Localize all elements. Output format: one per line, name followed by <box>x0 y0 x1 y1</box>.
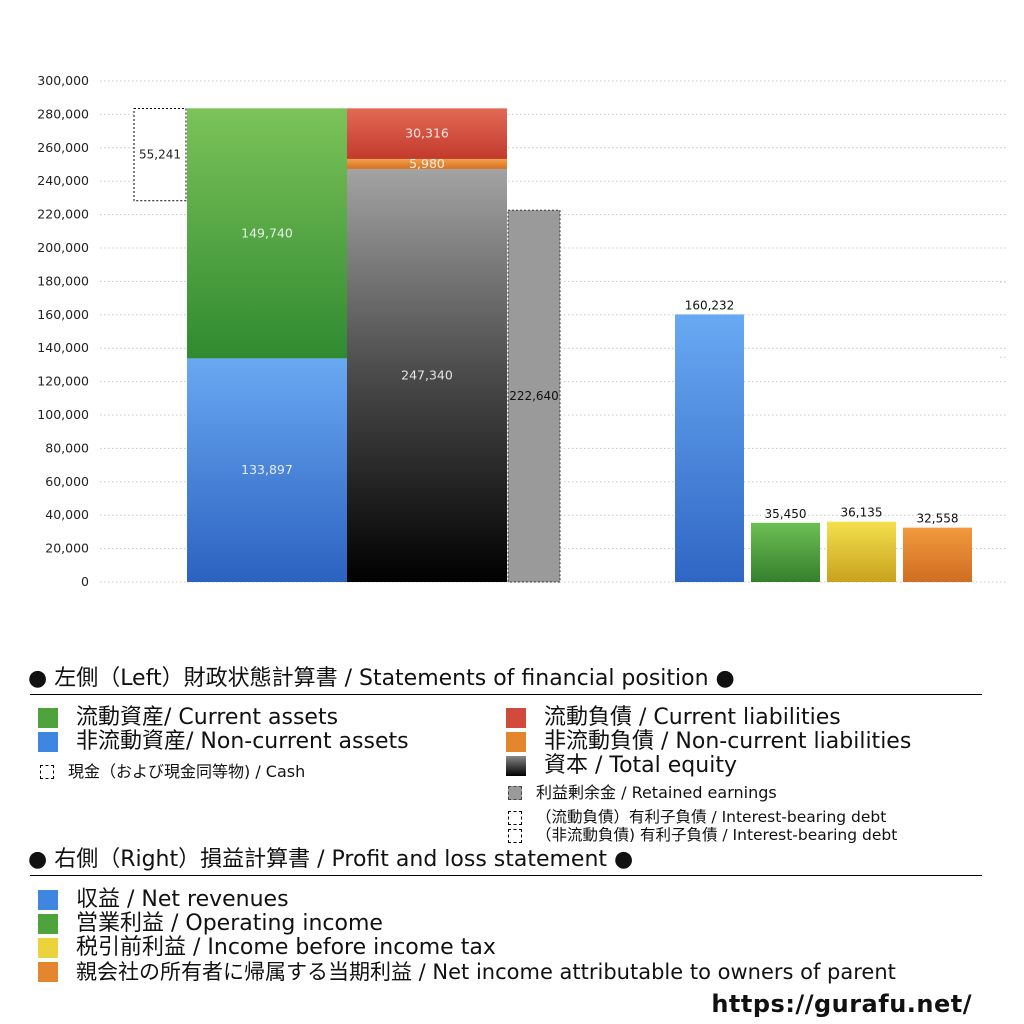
y-tick-label: 300,000 <box>37 73 89 88</box>
legend-label: 親会社の所有者に帰属する当期利益 / Net income attributab… <box>76 960 896 984</box>
label-non-current-assets: 133,897 <box>241 462 293 477</box>
legend-swatch <box>506 756 526 776</box>
y-tick-label: 40,000 <box>45 507 89 522</box>
legend-left-divider <box>30 694 982 695</box>
bar-operating-income <box>751 522 820 582</box>
legend-label: 流動負債 / Current liabilities <box>544 705 841 730</box>
legend-right: ● 右側（Right）損益計算書 / Profit and loss state… <box>28 847 988 873</box>
legend-right-divider <box>30 875 982 876</box>
label-total-equity: 247,340 <box>401 367 453 382</box>
bar-income-before-tax <box>827 521 896 582</box>
bar-non-current-assets <box>187 358 347 582</box>
label-non-current-liabilities: 5,980 <box>409 156 445 171</box>
cash-label: 55,241 <box>139 148 181 162</box>
label-current-liabilities: 30,316 <box>405 126 449 141</box>
y-axis: 0 20,000 40,000 60,000 80,000 100,000 120,000 1… <box>37 73 89 589</box>
legend-item-income-before-tax: 税引前利益 / Income before income tax <box>38 936 496 960</box>
y-tick-label: 140,000 <box>37 340 89 355</box>
legend-swatch <box>508 828 522 843</box>
legend-item-retained-earnings: 利益剰余金 / Retained earnings <box>508 784 777 802</box>
legend-item-ibd-current: （流動負債）有利子負債 / Interest-bearing debt <box>508 809 886 826</box>
legend-label: 営業利益 / Operating income <box>76 911 383 936</box>
y-tick-label: 280,000 <box>37 106 89 121</box>
legend-label: 非流動負債 / Non-current liabilities <box>544 729 912 754</box>
bar-net-income-parent <box>903 527 972 582</box>
bar-non-current-liabilities <box>347 158 507 169</box>
legend-item-current-assets: 流動資産/ Current assets <box>38 706 338 730</box>
legend-swatch <box>38 938 58 958</box>
legend-swatch <box>38 914 58 934</box>
legend-swatch <box>506 708 526 728</box>
legend-item-non-current-liabilities: 非流動負債 / Non-current liabilities <box>506 730 911 754</box>
legend-swatch <box>38 708 58 728</box>
label-current-assets: 149,740 <box>241 225 293 240</box>
legend-label: 利益剰余金 / Retained earnings <box>536 783 777 802</box>
legend-label: 税引前利益 / Income before income tax <box>76 935 496 960</box>
legend-item-net-revenues: 収益 / Net revenues <box>38 888 289 912</box>
y-tick-label: 120,000 <box>37 374 89 389</box>
y-tick-label: 260,000 <box>37 140 89 155</box>
legend-right-heading: ● 右側（Right）損益計算書 / Profit and loss state… <box>28 847 634 872</box>
legend-label: 流動資産/ Current assets <box>76 705 339 730</box>
cash-box <box>133 108 187 202</box>
legend-item-total-equity: 資本 / Total equity <box>506 754 737 778</box>
y-tick-label: 0 <box>81 574 89 589</box>
site-url: https://gurafu.net/ <box>711 990 972 1018</box>
legend-label: （非流動負債) 有利子負債 / Interest-bearing debt <box>536 826 898 844</box>
label-operating-income: 35,450 <box>765 507 807 521</box>
y-tick-label: 240,000 <box>37 173 89 188</box>
y-tick-label: 60,000 <box>45 474 89 489</box>
legend-label: 非流動資産/ Non-current assets <box>76 729 409 754</box>
legend-swatch <box>508 786 522 800</box>
legend-item-net-income-parent: 親会社の所有者に帰属する当期利益 / Net income attributab… <box>38 960 896 984</box>
y-tick-label: 80,000 <box>45 440 89 455</box>
legend-label: 資本 / Total equity <box>544 753 737 778</box>
legend-swatch <box>40 765 54 779</box>
legend-swatch <box>38 890 58 910</box>
legend-swatch <box>38 962 58 982</box>
y-tick-label: 180,000 <box>37 273 89 288</box>
label-net-income-parent: 32,558 <box>917 512 959 526</box>
y-tick-label: 200,000 <box>37 240 89 255</box>
y-tick-label: 100,000 <box>37 407 89 422</box>
legend-swatch <box>38 732 58 752</box>
bar-net-revenues <box>675 314 744 582</box>
label-retained-earnings: 222,640 <box>509 389 559 403</box>
legend-label: 現金（および現金同等物) / Cash <box>68 762 306 781</box>
bar-retained-earnings <box>507 209 561 583</box>
legend-item-current-liabilities: 流動負債 / Current liabilities <box>506 706 841 730</box>
legend-swatch <box>508 810 522 825</box>
legend-item-operating-income: 営業利益 / Operating income <box>38 912 383 936</box>
bar-total-equity <box>347 168 507 582</box>
legend-label: 収益 / Net revenues <box>76 887 289 912</box>
legend-item-cash: 現金（および現金同等物) / Cash <box>40 763 305 781</box>
legend-left-heading: ● 左側（Left）財政状態計算書 / Statements of financ… <box>28 666 735 691</box>
bar-current-liabilities <box>347 108 507 159</box>
label-net-revenues: 160,232 <box>685 298 735 312</box>
bar-current-assets <box>187 108 347 359</box>
bars <box>133 108 972 583</box>
label-income-before-tax: 36,135 <box>841 506 883 520</box>
legend-left: ● 左側（Left）財政状態計算書 / Statements of financ… <box>28 666 988 692</box>
data-labels: 55,241 133,897 149,740 247,340 5,980 30,316 22… <box>139 126 959 526</box>
legend-label: （流動負債）有利子負債 / Interest-bearing debt <box>536 808 887 826</box>
legend-item-non-current-assets: 非流動資産/ Non-current assets <box>38 730 409 754</box>
financial-chart: 0 20,000 40,000 60,000 80,000 100,000 120,000 1… <box>37 73 1006 589</box>
y-tick-label: 220,000 <box>37 207 89 222</box>
y-tick-label: 20,000 <box>45 541 89 556</box>
legend-swatch <box>506 732 526 752</box>
y-tick-label: 160,000 <box>37 307 89 322</box>
legend-item-ibd-non-current: （非流動負債) 有利子負債 / Interest-bearing debt <box>508 827 897 844</box>
